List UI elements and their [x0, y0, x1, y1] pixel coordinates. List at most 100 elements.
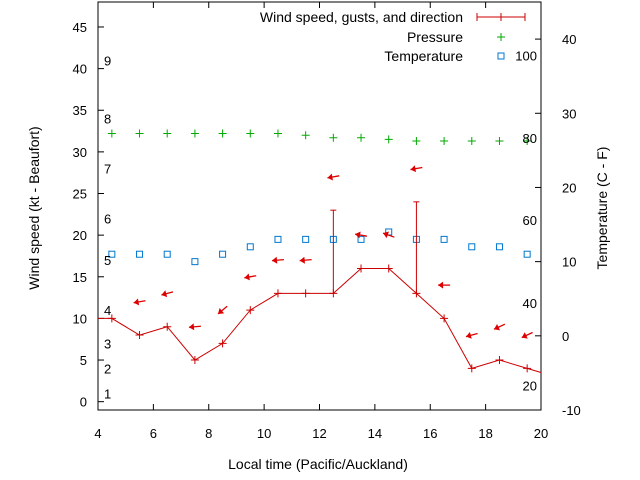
temperature-point	[191, 258, 199, 266]
pressure-point	[357, 133, 366, 142]
wind-direction-arrowhead	[410, 165, 417, 173]
legend-label-temperature: Temperature	[384, 48, 463, 64]
wind-direction-arrowhead	[494, 323, 501, 331]
wind-speed-point	[523, 364, 532, 373]
fahrenheit-label: 20	[523, 379, 537, 394]
pressure-point	[218, 129, 227, 138]
pressure-point	[467, 137, 476, 146]
wind-direction-arrowhead	[188, 323, 195, 331]
temperature-point	[108, 250, 116, 258]
y-left-tick-label: 40	[73, 62, 87, 77]
fahrenheit-label: 60	[523, 213, 537, 228]
legend-swatch-temperature	[497, 52, 505, 60]
beaufort-label: 8	[104, 112, 111, 127]
wind-speed-point	[190, 356, 199, 365]
wind-speed-line	[98, 267, 542, 374]
y-axis-title-left: Wind speed (kt - Beaufort)	[26, 126, 42, 289]
legend-swatch-pressure	[497, 33, 505, 41]
temperature-point	[495, 243, 503, 251]
y-left-tick-label: 5	[80, 353, 87, 368]
pressure-point	[523, 137, 532, 146]
wind-speed-point	[273, 289, 282, 298]
wind-speed-point	[301, 289, 310, 298]
y-left-tick-label: 10	[73, 311, 87, 326]
beaufort-label: 5	[104, 253, 111, 268]
x-tick-label: 10	[257, 426, 271, 441]
pressure-point	[246, 129, 255, 138]
pressure-point	[412, 137, 421, 146]
beaufort-label: 1	[104, 386, 111, 401]
temperature-point	[274, 235, 282, 243]
plot-frame	[97, 1, 542, 411]
temperature-point	[246, 243, 254, 251]
wind-speed-point	[246, 306, 255, 315]
wind-speed-point	[163, 322, 172, 331]
pressure-point	[107, 129, 116, 138]
temperature-point	[219, 250, 227, 258]
wind-direction-arrowhead	[271, 256, 278, 264]
y-right-tick-label: 30	[562, 106, 576, 121]
beaufort-label: 4	[104, 303, 111, 318]
wind-direction-arrowhead	[327, 173, 333, 181]
beaufort-label: 3	[104, 336, 111, 351]
pressure-point	[495, 137, 504, 146]
wind-speed-point	[107, 314, 116, 323]
wind-direction-arrowhead	[521, 332, 528, 339]
wind-speed-point	[467, 364, 476, 373]
wind-direction-arrowhead	[355, 231, 361, 239]
pressure-point	[329, 133, 338, 142]
y-right-tick-label: 10	[562, 255, 576, 270]
pressure-point	[301, 131, 310, 140]
x-tick-label: 14	[368, 426, 382, 441]
wind-speed-point	[218, 339, 227, 348]
temperature-point	[523, 250, 531, 258]
temperature-point	[440, 235, 448, 243]
beaufort-label: 9	[104, 53, 111, 68]
pressure-point	[163, 129, 172, 138]
fahrenheit-label: 40	[523, 296, 537, 311]
beaufort-label: 7	[104, 162, 111, 177]
y-left-tick-label: 15	[73, 270, 87, 285]
y-left-tick-label: 20	[73, 228, 87, 243]
y-left-tick-label: 30	[73, 145, 87, 160]
wind-speed-point	[135, 331, 144, 340]
pressure-point	[135, 129, 144, 138]
y-left-tick-label: 25	[73, 187, 87, 202]
temperature-point	[357, 235, 365, 243]
wind-direction-arrowhead	[244, 273, 250, 281]
x-tick-label: 18	[478, 426, 492, 441]
y-axis-title-right: Temperature (C - F)	[594, 147, 610, 270]
temperature-point	[302, 235, 310, 243]
fahrenheit-label: 80	[523, 131, 537, 146]
x-tick-label: 12	[312, 426, 326, 441]
legend-label-pressure: Pressure	[407, 29, 463, 45]
wind-direction-arrowhead	[133, 298, 140, 306]
x-tick-label: 6	[150, 426, 157, 441]
temperature-point	[468, 243, 476, 251]
y-right-tick-label: -10	[562, 403, 581, 418]
y-left-tick-label: 45	[73, 20, 87, 35]
legend-swatch-wind-marks	[476, 13, 526, 21]
wind-direction-arrowhead	[465, 331, 472, 339]
x-tick-label: 8	[205, 426, 212, 441]
beaufort-label: 2	[104, 361, 111, 376]
wind-direction-arrowhead	[217, 308, 225, 314]
temperature-point	[136, 250, 144, 258]
beaufort-label: 6	[104, 211, 111, 226]
fahrenheit-label: 100	[515, 48, 537, 63]
y-right-tick-label: 0	[562, 329, 569, 344]
x-axis-title: Local time (Pacific/Auckland)	[228, 456, 408, 472]
pressure-point	[273, 129, 282, 138]
temperature-point	[163, 250, 171, 258]
x-tick-label: 20	[534, 426, 548, 441]
pressure-point	[440, 137, 449, 146]
wind-speed-point	[440, 314, 449, 323]
x-tick-label: 4	[94, 426, 101, 441]
y-left-tick-label: 0	[80, 395, 87, 410]
wind-speed-point	[357, 264, 366, 273]
pressure-point	[190, 129, 199, 138]
legend-label-wind: Wind speed, gusts, and direction	[260, 9, 463, 25]
wind-speed-point	[384, 264, 393, 273]
y-right-tick-label: 40	[562, 32, 576, 47]
